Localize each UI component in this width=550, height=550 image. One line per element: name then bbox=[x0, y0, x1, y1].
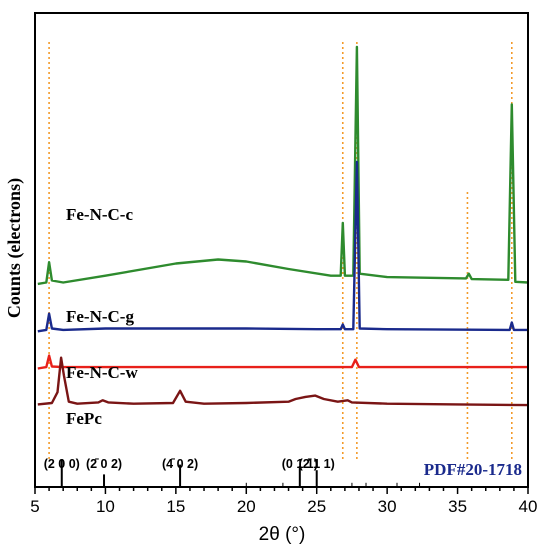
y-axis-label: Counts (electrons) bbox=[4, 178, 25, 318]
plot-frame bbox=[34, 12, 529, 488]
chart-labels: Fe-N-C-c Fe-N-C-g Fe-N-C-w FePc bbox=[66, 205, 138, 428]
series-line-fe-n-c-c bbox=[37, 45, 529, 286]
x-tick-label: 5 bbox=[30, 497, 39, 516]
series-label: Fe-N-C-g bbox=[66, 307, 134, 326]
reference-sticks: (2 0 0) (2̄ 0 2) (4̄ 0 2) (0 1 1)(2̄ 1 1) bbox=[44, 457, 421, 487]
reference-stick-label: (2̄ 0 2) bbox=[86, 457, 122, 471]
reference-stick-label: (4̄ 0 2) bbox=[162, 457, 198, 471]
series-label: Fe-N-C-c bbox=[66, 205, 133, 224]
x-axis-label: 2θ (°) bbox=[259, 524, 306, 545]
series-line-fe-n-c-g bbox=[37, 160, 528, 333]
series-line-fe-n-c-w bbox=[37, 354, 528, 370]
x-tick-label: 40 bbox=[519, 497, 538, 516]
reference-stick-label: (0 1 1) bbox=[282, 457, 318, 471]
series-label: FePc bbox=[66, 409, 102, 428]
reference-stick-label: (2 0 0) bbox=[44, 457, 80, 471]
x-tick-label: 25 bbox=[307, 497, 326, 516]
reference-stick-label: (2̄ 1 1) bbox=[299, 457, 335, 471]
series-line-fepc bbox=[37, 356, 529, 407]
x-tick-label: 10 bbox=[96, 497, 115, 516]
x-tick-label: 30 bbox=[378, 497, 397, 516]
x-tick-label: 35 bbox=[448, 497, 467, 516]
reference-label: PDF#20-1718 bbox=[424, 460, 522, 479]
x-tick-label: 20 bbox=[237, 497, 256, 516]
x-axis-ticks: 5 10 15 20 25 30 35 40 bbox=[30, 487, 537, 516]
series-lines bbox=[37, 45, 529, 407]
x-tick-label: 15 bbox=[166, 497, 185, 516]
series-label: Fe-N-C-w bbox=[66, 363, 138, 382]
